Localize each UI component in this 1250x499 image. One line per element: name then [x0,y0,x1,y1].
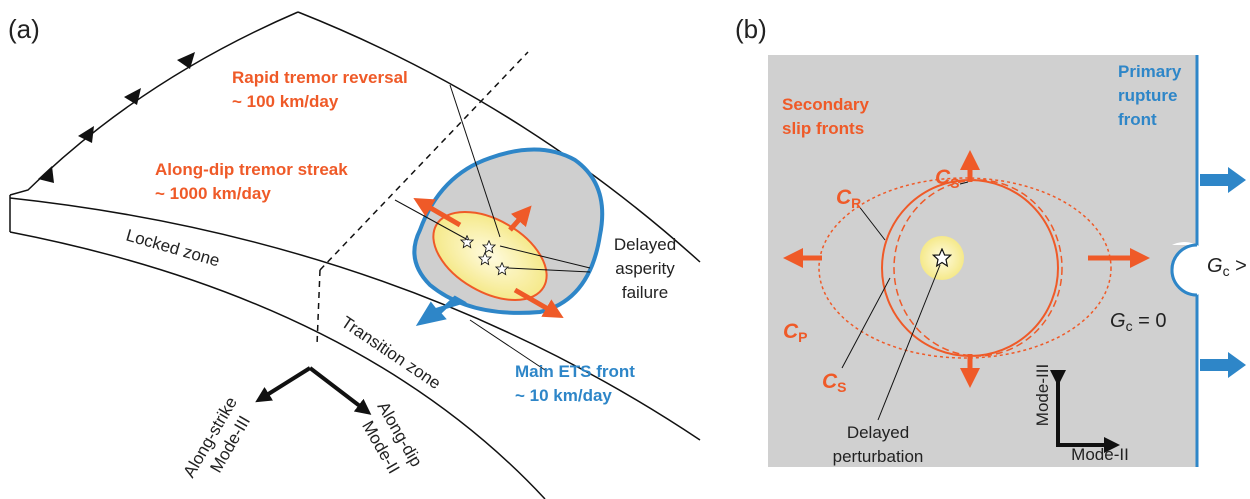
annotation: failure [622,283,668,302]
annotation: asperity [615,259,675,278]
annotation: rupture [1118,86,1178,105]
panel-label: (a) [8,14,40,44]
annotation: Delayed [614,235,676,254]
axis-label: Mode-II [1071,445,1129,464]
annotation: Secondary [782,95,869,114]
annotation: Delayed [847,423,909,442]
panel-a: (a) Rapid tremor reversal ~ 100 km/day A… [8,12,700,499]
annotation: ~ 10 km/day [515,386,612,405]
annotation: Along-dip tremor streak [155,160,348,179]
figure: (a) Rapid tremor reversal ~ 100 km/day A… [0,0,1250,499]
annotation: ~ 1000 km/day [155,184,271,203]
condition: Gc > 0 [1207,255,1250,279]
front-arrow [420,298,462,323]
annotation: perturbation [833,447,924,466]
axis-label: Mode-III [1033,364,1052,426]
annotation: ~ 100 km/day [232,92,339,111]
condition: Gc = 0 [1110,310,1166,334]
panel-b: (b) Secondary slip fronts Primary ruptur… [735,14,1250,467]
annotation: Primary [1118,62,1182,81]
panel-label: (b) [735,14,767,44]
mode-arrows [262,368,365,410]
zone-label: Transition zone [338,313,444,393]
annotation: Rapid tremor reversal [232,68,408,87]
annotation: slip fronts [782,119,864,138]
annotation: front [1118,110,1157,129]
annotation: Main ETS front [515,362,635,381]
